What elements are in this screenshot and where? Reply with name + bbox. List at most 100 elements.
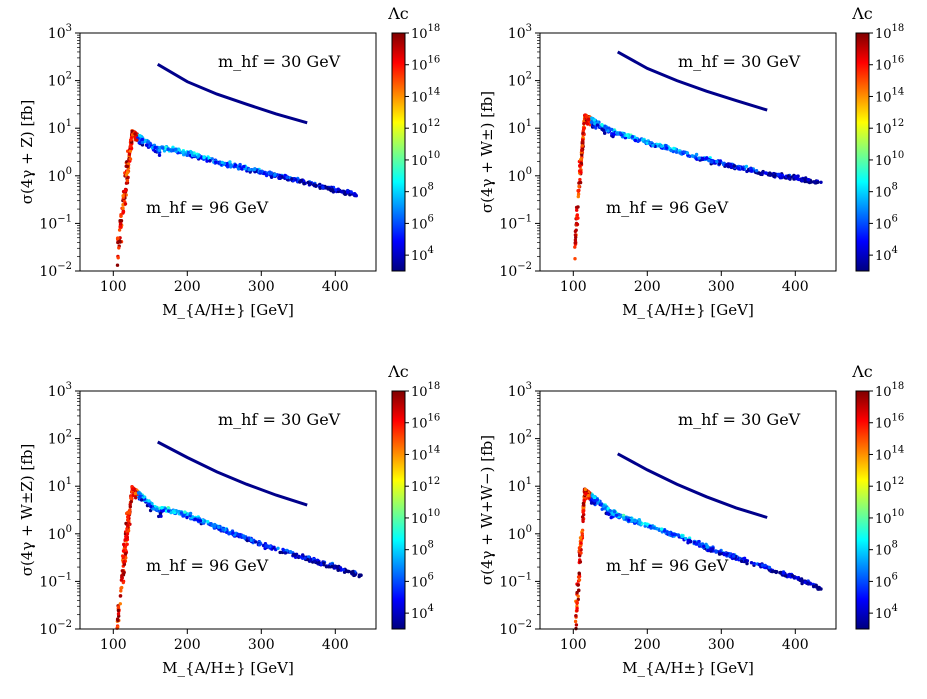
scatter-point [757,171,761,175]
series-line-30gev [156,63,308,125]
scatter-point [301,553,305,557]
scatter-point [198,519,203,523]
scatter-point [728,162,733,167]
y-axis-label: σ(4γ + Z) [fb] [18,100,36,205]
scatter-point [335,565,339,569]
y-tick-label: 10−1 [499,213,532,232]
colorbar-tick-label: 1014 [411,444,440,463]
scatter-point [192,153,196,158]
colorbar-title: Λc [851,4,873,23]
scatter-point [116,612,121,616]
scatter-point [118,219,122,223]
scatter-point [179,511,183,515]
scatter-point [115,263,120,267]
scatter-point [792,576,796,580]
scatter-point [121,206,125,210]
scatter-point [125,542,129,546]
scatter-point [744,164,749,169]
x-tick-label: 200 [174,637,201,653]
scatter-point [605,512,610,516]
scatter-point [739,559,744,563]
scatter-point [159,514,163,518]
scatter-point [269,175,274,179]
scatter-point [767,565,772,570]
annotation-30gev: m_hf = 30 GeV [218,410,341,429]
plot-frame [79,32,377,272]
x-tick-label: 400 [782,637,809,653]
scatter-point [138,134,142,138]
scatter-point [573,241,577,245]
scatter-point [573,245,577,249]
scatter-point [741,167,745,171]
scatter-point [121,549,126,553]
scatter-point [806,582,810,586]
scatter-point [203,519,207,523]
scatter-point [227,532,231,536]
y-axis-label: σ(4γ + W+W−) [fb] [478,435,496,585]
scatter-point [116,605,121,609]
scatter-point [254,540,258,544]
scatter-point [123,189,128,193]
colorbar-tick-label: 108 [875,540,898,559]
scatter-point [143,138,148,143]
scatter-point [344,568,348,573]
scatter-point [608,509,612,513]
scatter-point [614,513,619,517]
scatter-point [161,509,165,513]
scatter-point [120,585,124,590]
scatter-point [242,164,246,169]
scatter-point [603,124,607,128]
scatter-point [800,178,804,183]
scatter-point [672,146,676,151]
scatter-point [579,541,583,545]
colorbar-gradient [855,32,870,272]
chart-panel-4: 100 200 300 400 10−2 10−1 100 101 102 103 M_{A/H±}… [478,362,904,677]
y-tick-label: 100 [48,524,72,543]
y-tick-label: 101 [508,118,532,137]
scatter-point [273,172,277,176]
scatter-points [573,487,823,631]
annotation-96gev: m_hf = 96 GeV [606,556,729,575]
scatter-point [697,539,701,544]
colorbar-tick-label: 104 [875,245,898,264]
scatter-point [577,571,581,575]
scatter-point [124,181,129,185]
scatter-point [803,580,807,584]
plot-frame [79,390,377,630]
scatter-point [596,120,600,125]
scatter-point [763,171,768,175]
scatter-point [116,618,120,622]
colorbar-gradient [855,390,870,630]
scatter-point [600,123,604,127]
y-tick-label: 101 [48,476,72,495]
colorbar-tick-label: 1014 [411,86,440,105]
y-tick-label: 10−2 [499,261,532,280]
scatter-point [133,491,138,496]
scatter-point [577,578,582,582]
scatter-point [717,159,721,164]
annotation-30gev: m_hf = 30 GeV [678,410,801,429]
scatter-point [711,547,715,551]
scatter-point [580,148,584,152]
scatter-point [318,185,322,190]
scatter-point [138,494,142,499]
scatter-point [637,518,641,522]
scatter-point [243,536,247,540]
scatter-point [288,550,293,554]
scatter-point [183,510,187,514]
scatter-point [630,519,634,523]
scatter-point [674,150,679,154]
scatter-point [772,174,776,179]
scatter-point [116,608,121,613]
scatter-point [770,569,775,574]
x-tick-label: 100 [560,637,587,653]
scatter-point [118,225,122,229]
scatter-point [118,594,123,598]
scatter-point [609,515,613,520]
scatter-point [717,552,722,556]
scatter-point [210,157,214,161]
scatter-point [343,192,347,196]
scatter-point [160,506,164,510]
annotation-96gev: m_hf = 96 GeV [606,198,729,217]
scatter-point [121,580,126,585]
